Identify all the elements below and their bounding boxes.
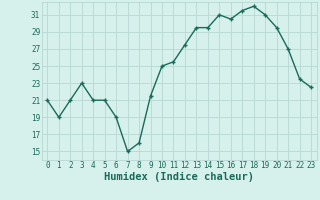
X-axis label: Humidex (Indice chaleur): Humidex (Indice chaleur) bbox=[104, 172, 254, 182]
